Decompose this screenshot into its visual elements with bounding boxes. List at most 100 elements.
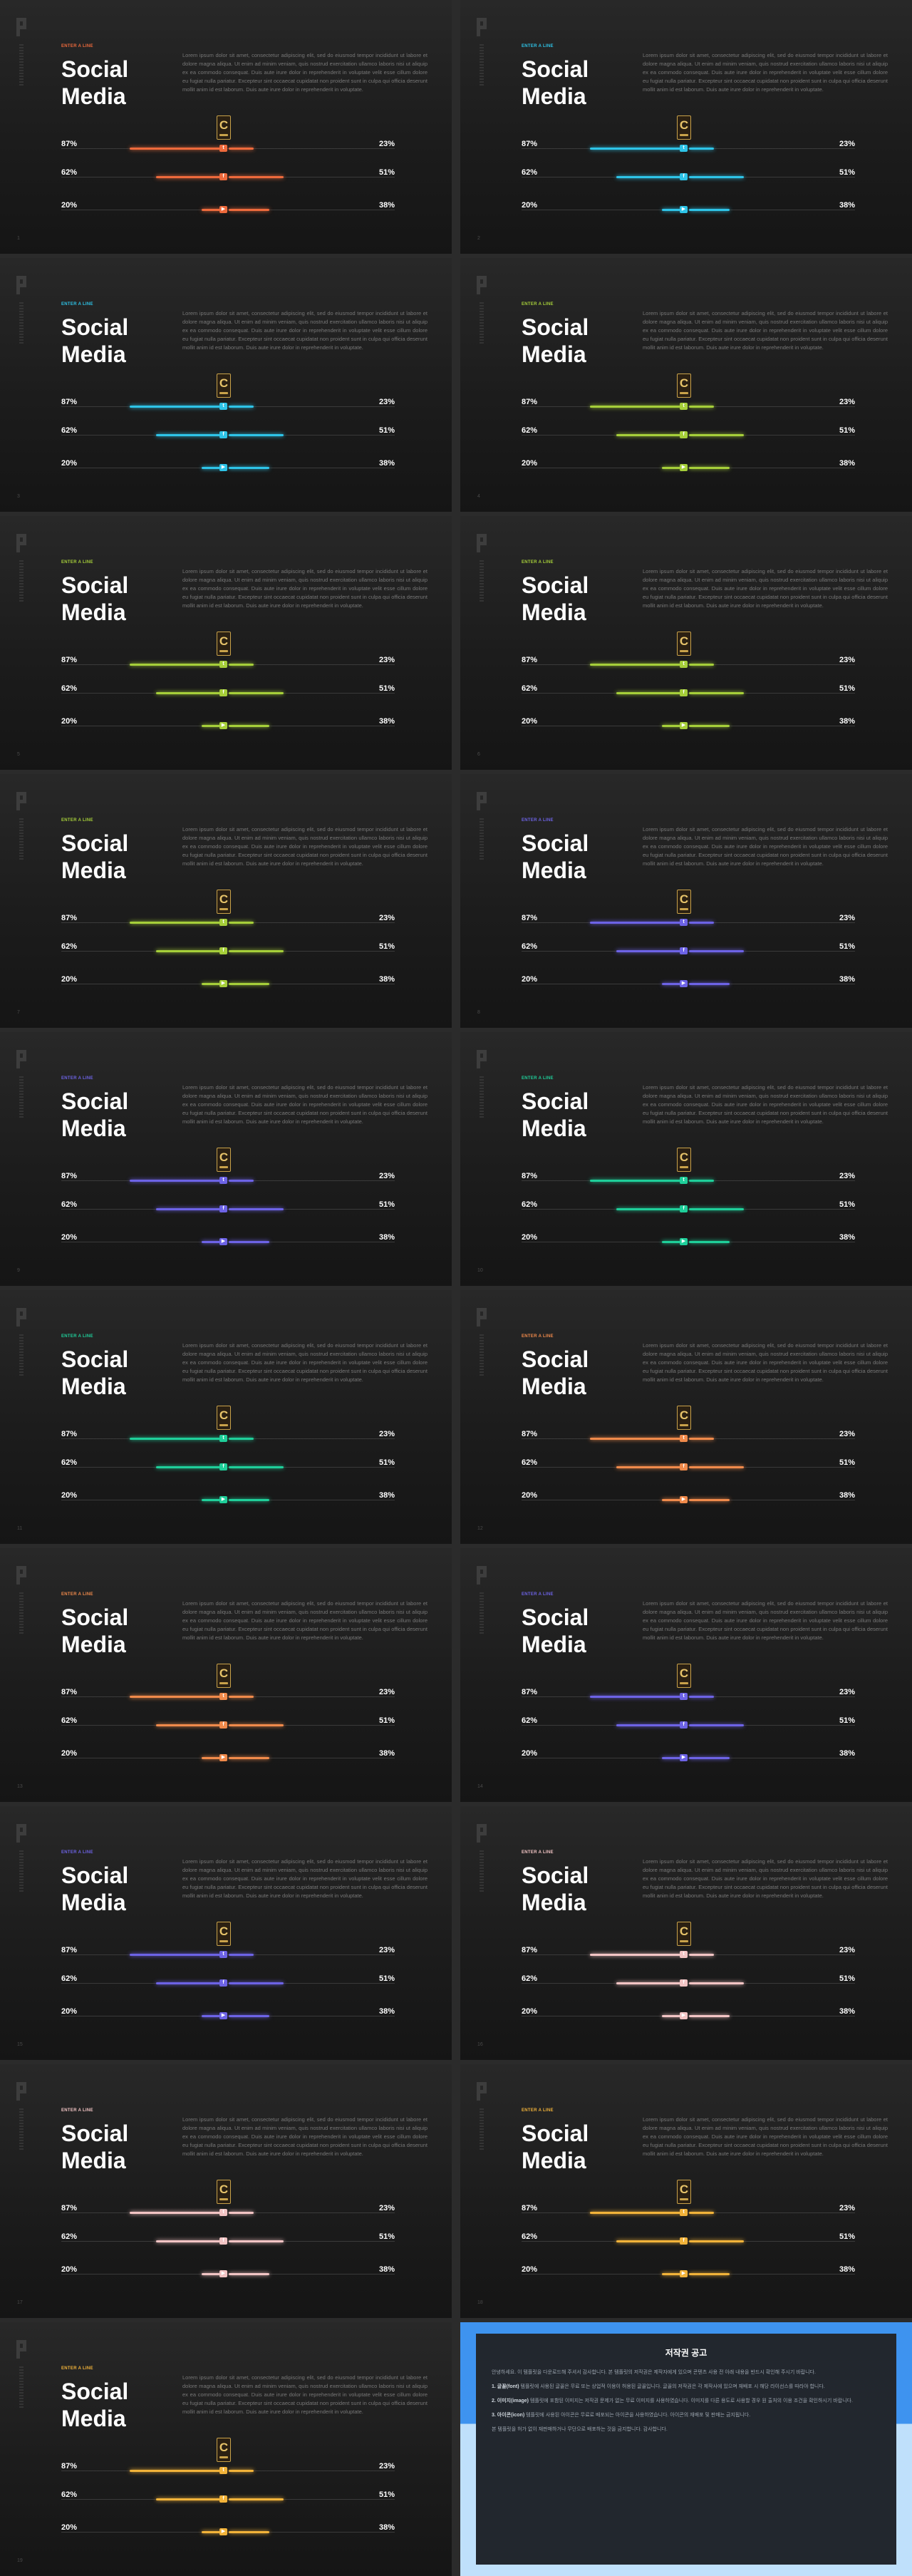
- stat-bar-left: [130, 1696, 223, 1698]
- stat-right-value: 38%: [839, 201, 855, 210]
- stat-right-value: 38%: [839, 975, 855, 984]
- stat-right-value: 23%: [378, 1688, 395, 1696]
- slide-thumbnail[interactable]: 2 ENTER A LINE Social Media Lorem ipsum …: [460, 0, 912, 254]
- stat-left-value: 20%: [522, 1233, 538, 1242]
- vertical-side-text: [480, 818, 484, 861]
- slide-thumbnail[interactable]: 9 ENTER A LINE Social Media Lorem ipsum …: [0, 1032, 452, 1286]
- stat-row: f 62% 51%: [522, 683, 855, 697]
- youtube-icon: ▶: [219, 206, 227, 213]
- youtube-icon: ▶: [219, 2012, 227, 2019]
- slide-thumbnail[interactable]: 4 ENTER A LINE Social Media Lorem ipsum …: [460, 258, 912, 512]
- slide-thumbnail[interactable]: 11 ENTER A LINE Social Media Lorem ipsum…: [0, 1290, 452, 1544]
- youtube-icon: ▶: [680, 2012, 688, 2019]
- crest-badge-icon: C: [217, 1406, 231, 1430]
- twitter-icon: t: [219, 1435, 227, 1442]
- title-line-1: Social: [61, 2121, 129, 2146]
- slide-thumbnail[interactable]: 18 ENTER A LINE Social Media Lorem ipsum…: [460, 2064, 912, 2318]
- stat-right-value: 51%: [378, 1200, 395, 1209]
- title-line-2: Media: [61, 599, 126, 625]
- category-label: ENTER A LINE: [61, 2108, 93, 2113]
- twitter-icon: t: [219, 145, 227, 152]
- stat-row: t 87% 23%: [61, 396, 395, 411]
- stat-bar-right: [229, 1241, 269, 1243]
- stat-row: f 62% 51%: [522, 167, 855, 181]
- slide-thumbnail[interactable]: 16 ENTER A LINE Social Media Lorem ipsum…: [460, 1806, 912, 2060]
- stat-row: t 87% 23%: [61, 2461, 395, 2475]
- stat-left-value: 87%: [61, 656, 78, 664]
- brand-logo-icon: [477, 1050, 487, 1068]
- page-number: 15: [17, 2042, 23, 2047]
- stat-right-value: 23%: [378, 656, 395, 664]
- crest-bar: [680, 1424, 688, 1426]
- stat-track: [522, 1983, 855, 1984]
- stat-bar-right: [229, 2212, 254, 2214]
- stat-track: [61, 1438, 395, 1439]
- stat-bar-left: [130, 2212, 223, 2214]
- stat-bar-right: [689, 1208, 744, 1210]
- stat-left-value: 20%: [522, 459, 538, 468]
- slide-thumbnail[interactable]: 7 ENTER A LINE Social Media Lorem ipsum …: [0, 774, 452, 1028]
- page-number: 5: [17, 752, 20, 757]
- slide-title: Social Media: [522, 1346, 643, 1400]
- facebook-icon: f: [219, 1721, 227, 1729]
- stat-right-value: 38%: [378, 2523, 395, 2532]
- slide-thumbnail[interactable]: 10 ENTER A LINE Social Media Lorem ipsum…: [460, 1032, 912, 1286]
- stat-bar-right: [229, 1954, 254, 1956]
- crest-badge-icon: C: [677, 1406, 691, 1430]
- stat-left-value: 62%: [61, 426, 78, 435]
- vertical-side-text: [19, 1592, 24, 1635]
- stat-bar-right: [689, 1499, 730, 1501]
- stat-left-value: 87%: [522, 1172, 538, 1180]
- stat-right-value: 51%: [378, 1458, 395, 1467]
- title-line-1: Social: [61, 1604, 129, 1630]
- stat-bar-left: [202, 725, 223, 727]
- stat-bar-left: [662, 1757, 683, 1759]
- stat-row: t 87% 23%: [61, 1170, 395, 1185]
- youtube-icon: ▶: [219, 1754, 227, 1761]
- brand-logo-icon: [477, 534, 487, 552]
- stat-bar-left: [662, 209, 683, 211]
- stat-track: [61, 2212, 395, 2213]
- crest-bar: [219, 650, 228, 652]
- stat-bar-left: [662, 1241, 683, 1243]
- youtube-icon: ▶: [219, 980, 227, 987]
- crest-letter: C: [219, 2441, 229, 2454]
- stat-right-value: 51%: [378, 168, 395, 177]
- slide-thumbnail[interactable]: 3 ENTER A LINE Social Media Lorem ipsum …: [0, 258, 452, 512]
- stat-right-value: 38%: [378, 2265, 395, 2274]
- body-paragraph: Lorem ipsum dolor sit amet, consectetur …: [182, 1342, 428, 1383]
- stat-left-value: 62%: [522, 1200, 538, 1209]
- stat-bar-left: [590, 406, 683, 408]
- slide-thumbnail[interactable]: 19 ENTER A LINE Social Media Lorem ipsum…: [0, 2322, 452, 2576]
- stat-bar-right: [689, 664, 714, 666]
- stat-left-value: 87%: [61, 1430, 78, 1438]
- stat-track: [522, 693, 855, 694]
- facebook-icon: f: [680, 1205, 688, 1212]
- slide-thumbnail[interactable]: 17 ENTER A LINE Social Media Lorem ipsum…: [0, 2064, 452, 2318]
- stat-bar-right: [689, 2273, 730, 2275]
- slide-thumbnail[interactable]: 6 ENTER A LINE Social Media Lorem ipsum …: [460, 516, 912, 770]
- stat-row: f 62% 51%: [522, 2231, 855, 2245]
- slide-title: Social Media: [522, 1088, 643, 1142]
- crest-bar: [680, 392, 688, 394]
- page-number: 19: [17, 2558, 23, 2563]
- stat-left-value: 62%: [522, 684, 538, 693]
- slide-thumbnail[interactable]: 1 ENTER A LINE Social Media Lorem ipsum …: [0, 0, 452, 254]
- stat-left-value: 62%: [61, 1974, 78, 1983]
- stat-bar-left: [662, 467, 683, 469]
- stat-track: [522, 1725, 855, 1726]
- slide-thumbnail[interactable]: 15 ENTER A LINE Social Media Lorem ipsum…: [0, 1806, 452, 2060]
- stat-bar-right: [229, 2531, 269, 2533]
- stat-right-value: 51%: [839, 1200, 855, 1209]
- slide-thumbnail[interactable]: 14 ENTER A LINE Social Media Lorem ipsum…: [460, 1548, 912, 1802]
- page-number: 18: [477, 2300, 483, 2305]
- crest-bar: [219, 908, 228, 910]
- stat-right-value: 38%: [378, 459, 395, 468]
- notice-title: 저작권 공고: [665, 2348, 708, 2358]
- slide-thumbnail[interactable]: 12 ENTER A LINE Social Media Lorem ipsum…: [460, 1290, 912, 1544]
- slide-thumbnail[interactable]: 5 ENTER A LINE Social Media Lorem ipsum …: [0, 516, 452, 770]
- slide-thumbnail[interactable]: 8 ENTER A LINE Social Media Lorem ipsum …: [460, 774, 912, 1028]
- slide-title: Social Media: [61, 1604, 182, 1658]
- category-label: ENTER A LINE: [522, 302, 554, 306]
- slide-thumbnail[interactable]: 13 ENTER A LINE Social Media Lorem ipsum…: [0, 1548, 452, 1802]
